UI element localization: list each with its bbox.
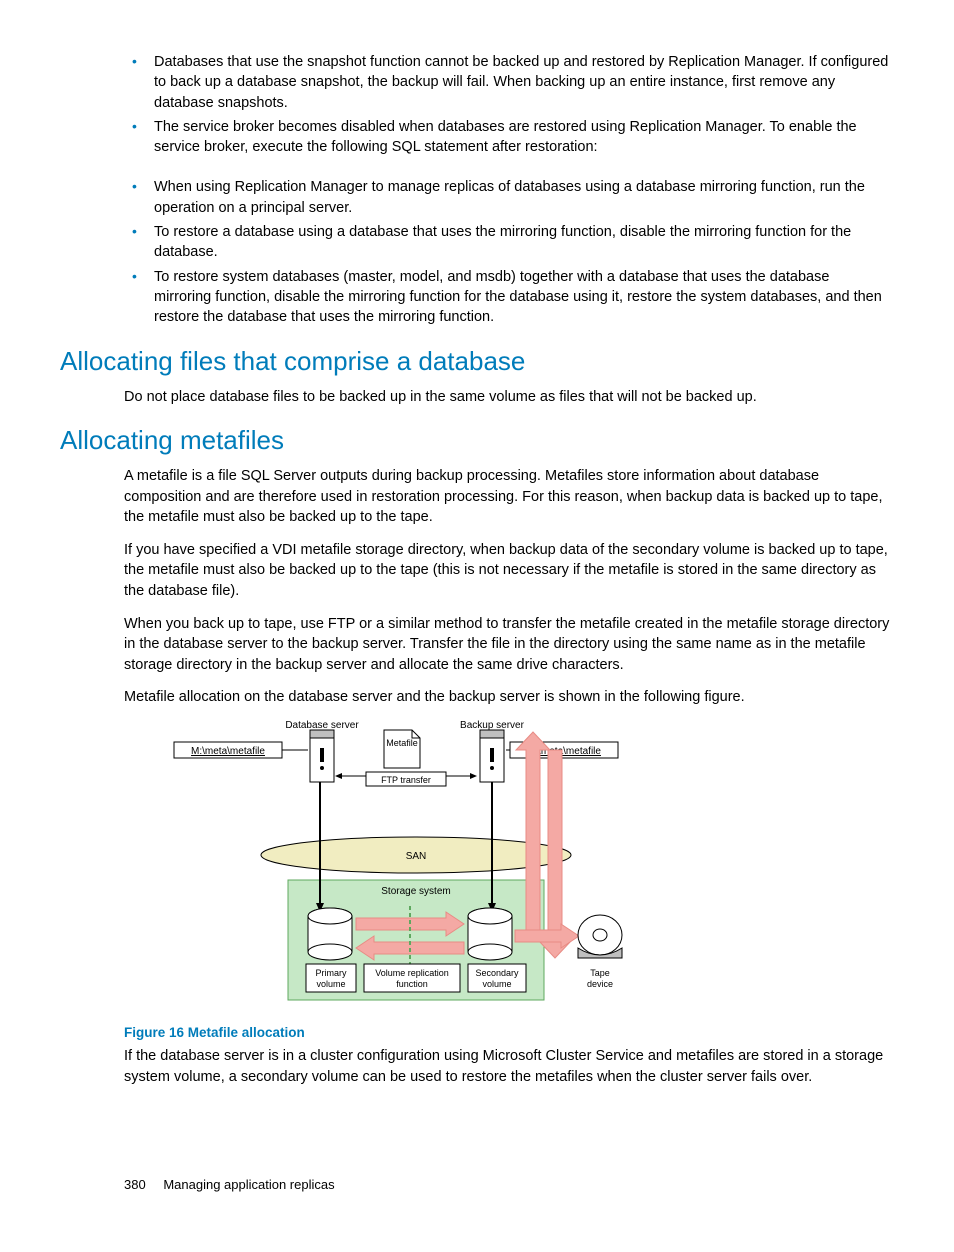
bullet-item: When using Replication Manager to manage… [124, 177, 890, 218]
heading-allocating-metafiles: Allocating metafiles [60, 425, 894, 456]
svg-text:Tape: Tape [590, 968, 610, 978]
svg-text:Volume replication: Volume replication [375, 968, 449, 978]
page-footer: 380 Managing application replicas [60, 1177, 894, 1192]
bullet-list-top: Databases that use the snapshot function… [60, 52, 894, 157]
backup-server-icon [480, 730, 504, 782]
figure-caption: Figure 16 Metafile allocation [124, 1025, 894, 1040]
bullet-item: To restore a database using a database t… [124, 222, 890, 263]
svg-text:Metafile: Metafile [386, 738, 418, 748]
metafile-allocation-diagram: Storage system SAN Database server Backu… [170, 720, 670, 1015]
paragraph: Do not place database files to be backed… [124, 387, 890, 408]
page-number: 380 [124, 1177, 146, 1192]
svg-text:Secondary: Secondary [475, 968, 519, 978]
bullet-list-mid: When using Replication Manager to manage… [60, 177, 894, 327]
footer-title: Managing application replicas [163, 1177, 334, 1192]
paragraph: Metafile allocation on the database serv… [124, 687, 890, 708]
tape-device-icon [578, 915, 622, 958]
svg-text:device: device [587, 979, 613, 989]
heading-allocating-files: Allocating files that comprise a databas… [60, 346, 894, 377]
bullet-item: Databases that use the snapshot function… [124, 52, 890, 113]
svg-text:Storage system: Storage system [381, 886, 450, 897]
paragraph: When you back up to tape, use FTP or a s… [124, 614, 890, 676]
svg-text:function: function [396, 979, 428, 989]
primary-volume-icon [308, 908, 352, 960]
svg-text:Database server: Database server [285, 720, 359, 731]
bullet-item: The service broker becomes disabled when… [124, 117, 890, 158]
svg-text:Primary: Primary [316, 968, 347, 978]
paragraph: A metafile is a file SQL Server outputs … [124, 466, 890, 528]
paragraph: If you have specified a VDI metafile sto… [124, 540, 890, 602]
svg-text:volume: volume [482, 979, 511, 989]
bullet-item: To restore system databases (master, mod… [124, 267, 890, 328]
secondary-volume-icon [468, 908, 512, 960]
paragraph: If the database server is in a cluster c… [124, 1046, 890, 1087]
svg-text:volume: volume [316, 979, 345, 989]
metafile-doc-icon [384, 730, 420, 768]
svg-text:Backup server: Backup server [460, 720, 525, 731]
database-server-icon [310, 730, 334, 782]
svg-text:FTP transfer: FTP transfer [381, 775, 431, 785]
svg-text:M:\meta\metafile: M:\meta\metafile [191, 746, 265, 757]
page-content: Databases that use the snapshot function… [0, 0, 954, 1252]
svg-text:SAN: SAN [406, 851, 427, 862]
